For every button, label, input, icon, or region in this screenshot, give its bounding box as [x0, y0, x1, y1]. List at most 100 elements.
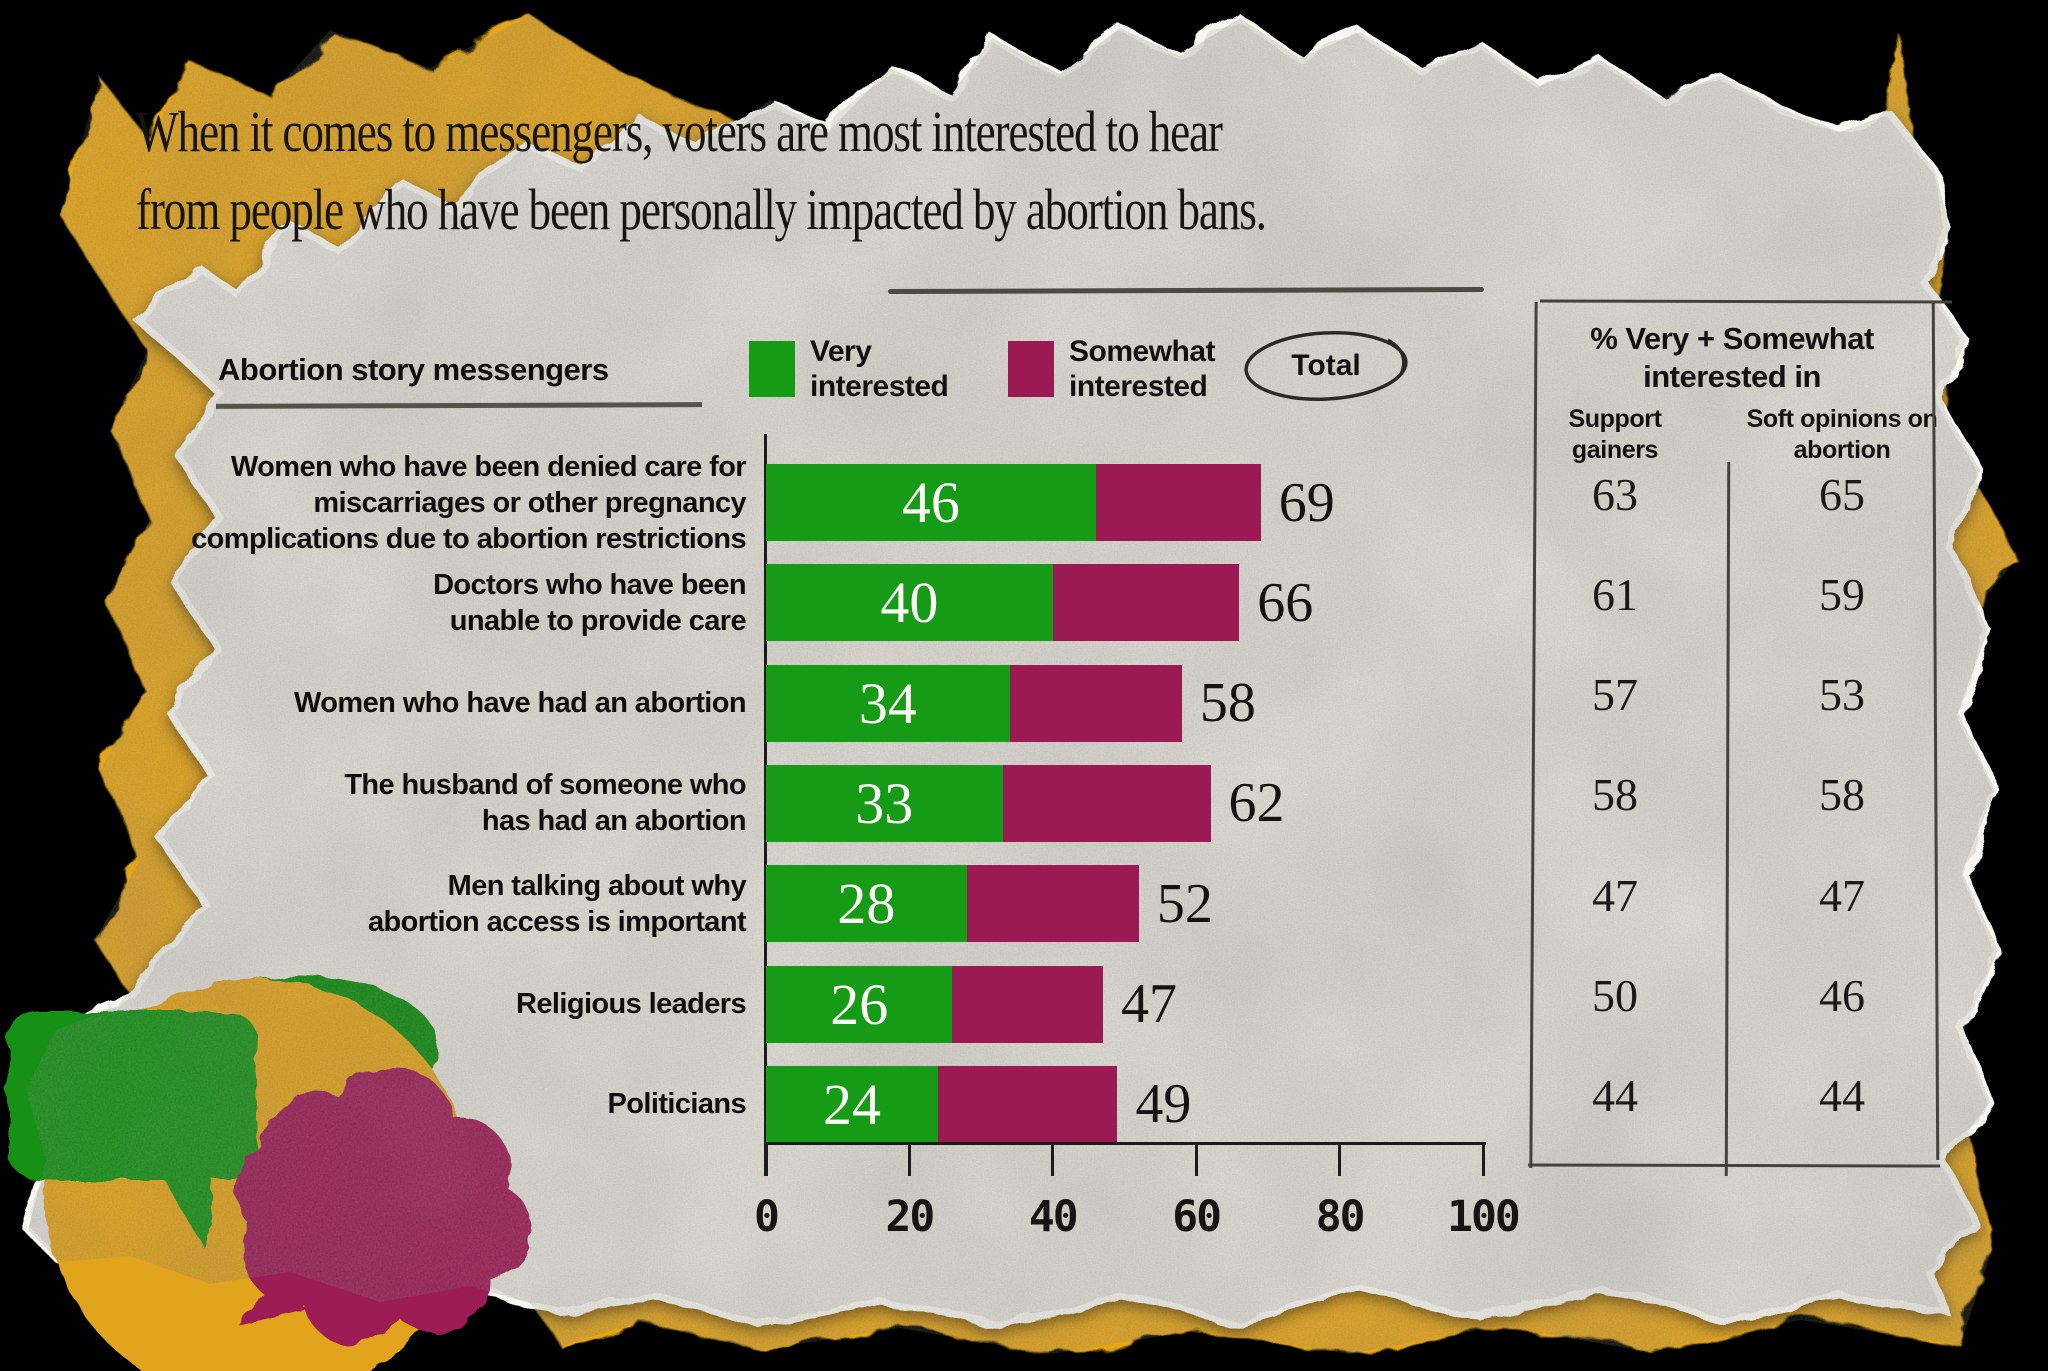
bar-value-very-interested: 46: [901, 470, 960, 535]
bar-segment-very-interested: 28: [766, 865, 967, 943]
bar-row: 46: [766, 464, 1261, 541]
bar-category-label: The husband of someone who has had an abo…: [40, 767, 746, 839]
chart-section-label: Abortion story messengers: [218, 352, 609, 387]
bar-category-label-line: Women who have had an abortion: [294, 687, 747, 720]
bar-segment-very-interested: 33: [766, 764, 1003, 842]
x-axis-tick-label: 20: [885, 1192, 936, 1242]
x-axis-tick: [1051, 1143, 1055, 1176]
table-cell-support-gainers: 50: [1592, 970, 1638, 1021]
bar-value-very-interested: 33: [855, 770, 914, 836]
bar-total-value: 49: [1135, 1073, 1192, 1136]
bar-segment-very-interested: 46: [766, 464, 1096, 541]
legend-very-line1: Very: [810, 335, 872, 368]
x-axis-baseline: [766, 1141, 1486, 1145]
table-cell-support-gainers: 47: [1592, 869, 1638, 921]
bar-row: 24: [766, 1065, 1118, 1143]
x-axis-tick: [764, 1143, 768, 1176]
bar-segment-very-interested: 40: [766, 564, 1053, 642]
bar-segment-somewhat-interested: [938, 1065, 1118, 1143]
legend-somewhat-swatch: [1008, 341, 1054, 397]
bar-category-label: Religious leaders: [40, 986, 747, 1022]
bar-segment-somewhat-interested: [1002, 764, 1211, 842]
bar-category-label-line: unable to provide care: [449, 604, 747, 637]
table-column-header-soft-opinions: Soft opinions on abortion: [1746, 405, 1938, 464]
bar-category-label: Men talking about why abortion access is …: [40, 868, 747, 940]
bar-category-label-line: Religious leaders: [516, 988, 747, 1020]
bar-row: 33: [766, 764, 1211, 842]
bar-segment-somewhat-interested: [952, 965, 1103, 1043]
table-cell-soft-opinions: 44: [1819, 1070, 1865, 1122]
bar-category-label-line: has had an abortion: [481, 805, 747, 838]
table-cell-support-gainers: 58: [1592, 769, 1638, 821]
legend-total-badge: Total: [1238, 324, 1418, 408]
table-header: % Very + Somewhat interested in: [1590, 321, 1874, 394]
bar-category-label-line: Women who have been denied care for: [230, 450, 747, 483]
bar-category-label-line: Doctors who have been: [433, 568, 747, 601]
bar-row: 34: [766, 664, 1182, 742]
bar-value-very-interested: 28: [837, 871, 896, 937]
bar-category-label-line: The husband of someone who: [344, 769, 746, 802]
y-axis-line: [764, 434, 767, 1176]
legend-somewhat-line1: Somewhat: [1069, 335, 1216, 368]
x-axis-tick: [1481, 1143, 1485, 1176]
bar-row: 40: [766, 564, 1240, 642]
bar-segment-very-interested: 26: [766, 965, 953, 1043]
bar-value-very-interested: 24: [823, 1071, 882, 1137]
legend-total-label: Total: [1291, 349, 1361, 382]
x-axis-tick-label: 0: [754, 1192, 780, 1242]
bar-category-label: Women who have had an abortion: [40, 685, 747, 721]
bar-category-label: Women who have been denied care for misca…: [40, 449, 746, 557]
table-cell-soft-opinions: 58: [1819, 769, 1865, 821]
bar-category-label-line: complications due to abortion restrictio…: [191, 522, 746, 555]
table-column-header-support-gainers: Support gainers: [1568, 405, 1662, 464]
bar-value-very-interested: 40: [880, 570, 939, 636]
x-axis-tick-label: 100: [1447, 1192, 1521, 1242]
bar-category-label-line: Politicians: [607, 1088, 747, 1121]
bar-category-label: Politicians: [40, 1086, 747, 1122]
bar-category-label-line: miscarriages or other pregnancy: [313, 486, 746, 519]
bar-total-value: 69: [1278, 471, 1335, 534]
bar-category-label-line: abortion access is important: [367, 905, 747, 938]
bar-total-value: 47: [1120, 973, 1177, 1035]
table-cell-support-gainers: 61: [1592, 568, 1638, 620]
hand-drawn-ellipse-icon: [1244, 331, 1408, 401]
bar-total-value: 66: [1257, 571, 1314, 634]
bar-segment-somewhat-interested: [1009, 664, 1182, 742]
x-axis-tick-label: 80: [1315, 1192, 1366, 1242]
table-cell-soft-opinions: 53: [1819, 669, 1865, 721]
x-axis-tick-label: 60: [1172, 1192, 1222, 1242]
table-cell-soft-opinions: 65: [1819, 468, 1865, 520]
table-cell-soft-opinions: 46: [1819, 970, 1865, 1021]
table-cell-support-gainers: 57: [1592, 669, 1638, 721]
x-axis-tick: [1338, 1143, 1342, 1176]
bar-value-very-interested: 26: [830, 971, 889, 1037]
bar-total-value: 58: [1199, 672, 1256, 735]
legend-very-swatch: [749, 341, 795, 397]
legend-somewhat-label: Somewhat interested: [1069, 334, 1216, 404]
bar-category-label-line: Men talking about why: [447, 869, 747, 902]
bar-row: 28: [766, 865, 1139, 943]
bar-row: 26: [766, 965, 1103, 1043]
table-cell-support-gainers: 63: [1592, 468, 1638, 520]
legend-very-label: Very interested: [810, 334, 949, 404]
bar-total-value: 62: [1228, 772, 1285, 835]
bar-segment-somewhat-interested: [966, 865, 1139, 943]
x-axis-tick: [1194, 1143, 1198, 1176]
table-cell-support-gainers: 44: [1592, 1070, 1638, 1122]
bar-total-value: 52: [1156, 872, 1213, 935]
bar-segment-very-interested: 34: [766, 664, 1010, 742]
bar-segment-somewhat-interested: [1095, 464, 1261, 541]
legend-very-line2: interested: [810, 370, 949, 403]
headline-line-1: When it comes to messengers, voters are …: [136, 99, 1223, 164]
x-axis-tick-label: 40: [1028, 1192, 1079, 1242]
x-axis-tick: [907, 1143, 911, 1176]
table-cell-soft-opinions: 59: [1819, 568, 1865, 620]
legend-somewhat-line2: interested: [1069, 370, 1208, 403]
bar-category-label: Doctors who have been unable to provide c…: [40, 567, 747, 639]
bar-segment-somewhat-interested: [1052, 564, 1240, 642]
table-cell-soft-opinions: 47: [1819, 869, 1865, 921]
bar-segment-very-interested: 24: [766, 1065, 939, 1143]
